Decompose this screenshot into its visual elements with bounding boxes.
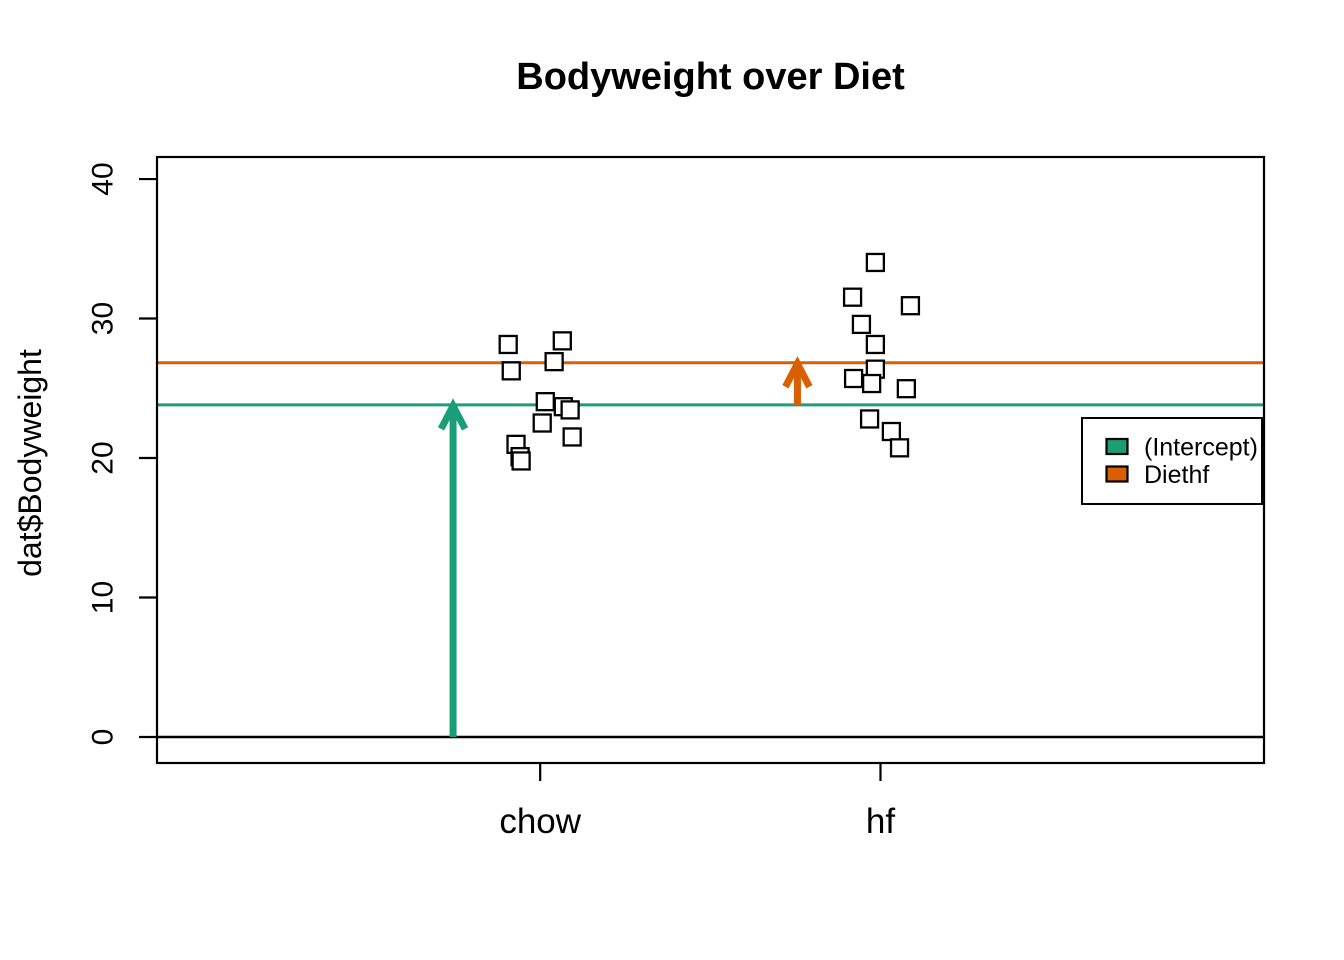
data-point-hf [842, 287, 863, 307]
data-point-hf [851, 314, 872, 335]
data-point-hf [881, 421, 902, 442]
data-point-chow [552, 331, 572, 351]
data-point-hf [896, 379, 916, 399]
intercept-arrow-head [437, 398, 469, 431]
data-point-hf [900, 296, 921, 316]
y-tick-label: 20 [87, 441, 120, 474]
y-tick-label: 40 [87, 162, 120, 195]
data-point-hf [861, 373, 882, 394]
data-point-chow [560, 400, 580, 420]
data-point-chow [544, 351, 564, 372]
legend-swatch-diethf [1105, 465, 1129, 483]
y-tick-label: 10 [87, 581, 120, 614]
legend-box [1081, 417, 1263, 505]
data-point-chow [498, 334, 518, 355]
chart-title: Bodyweight over Diet [516, 56, 905, 98]
x-tick-label-chow: chow [499, 802, 581, 841]
x-tick-label-hf: hf [866, 802, 895, 841]
legend-label-intercept: (Intercept) [1144, 434, 1258, 462]
diethf-arrow-head [782, 356, 813, 389]
data-point-hf [889, 438, 910, 458]
plot-border [155, 155, 1266, 765]
data-point-hf [865, 252, 886, 273]
data-point-hf [859, 409, 880, 429]
data-point-hf [865, 334, 886, 355]
legend-label-diethf: Diethf [1144, 461, 1209, 489]
data-point-chow [532, 413, 552, 433]
data-point-chow [511, 451, 531, 471]
data-point-chow [562, 427, 582, 447]
data-point-hf [843, 368, 864, 389]
legend-swatch-intercept [1105, 437, 1129, 456]
y-tick-label: 30 [87, 302, 120, 335]
data-point-chow [535, 392, 555, 412]
data-point-chow [501, 361, 521, 381]
y-tick-label: 0 [87, 729, 120, 746]
